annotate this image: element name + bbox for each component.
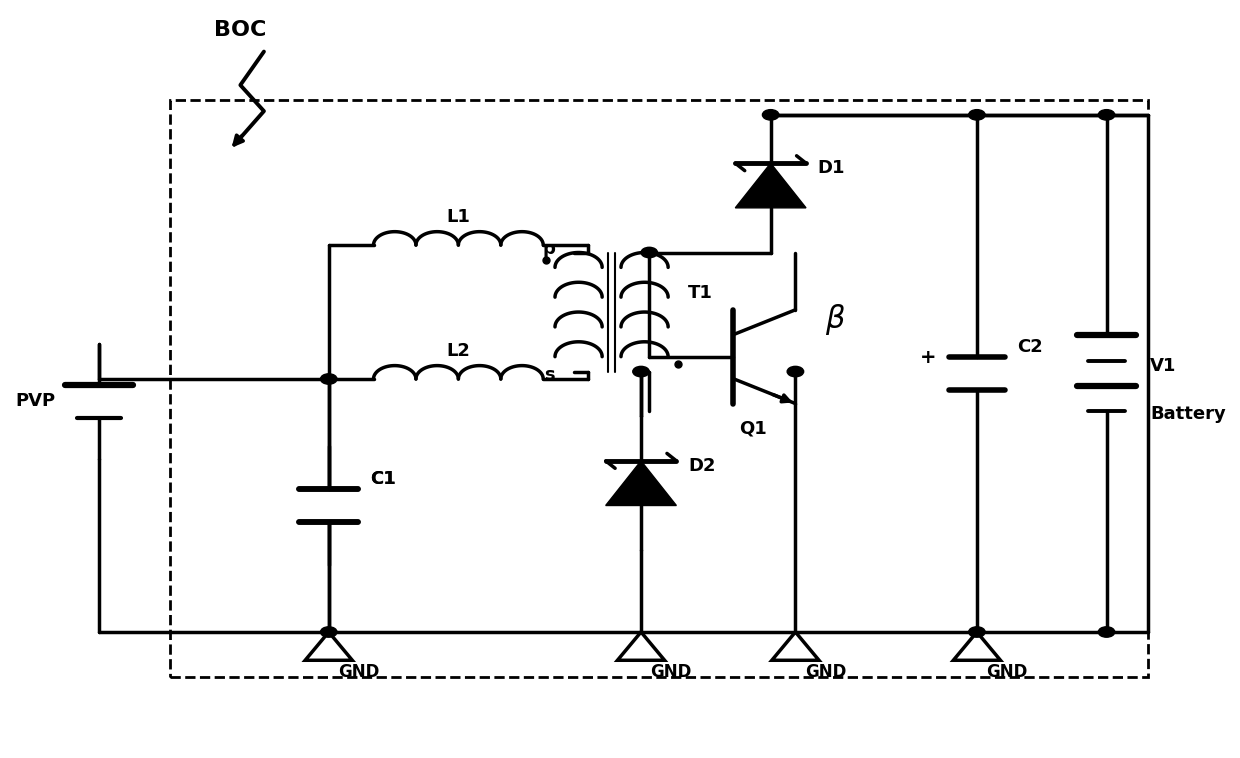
Text: GND: GND bbox=[805, 663, 846, 681]
Text: s: s bbox=[544, 366, 556, 384]
Text: p: p bbox=[542, 240, 556, 258]
Circle shape bbox=[641, 247, 657, 258]
Text: C2: C2 bbox=[1017, 337, 1043, 356]
Polygon shape bbox=[735, 163, 806, 208]
Circle shape bbox=[320, 374, 337, 384]
Text: L1: L1 bbox=[446, 208, 470, 227]
Text: BOC: BOC bbox=[215, 20, 267, 40]
Text: V1: V1 bbox=[1151, 357, 1177, 375]
Polygon shape bbox=[605, 461, 676, 506]
Text: $\beta$: $\beta$ bbox=[825, 302, 846, 337]
Text: D1: D1 bbox=[818, 159, 846, 177]
Text: C1: C1 bbox=[370, 470, 396, 487]
Text: Q1: Q1 bbox=[739, 419, 766, 437]
Text: GND: GND bbox=[986, 663, 1028, 681]
Text: GND: GND bbox=[339, 663, 379, 681]
Circle shape bbox=[763, 110, 779, 120]
Text: C1: C1 bbox=[370, 470, 396, 487]
Text: L2: L2 bbox=[446, 343, 470, 360]
Text: PVP: PVP bbox=[15, 393, 56, 410]
Text: +: + bbox=[920, 348, 937, 367]
Circle shape bbox=[968, 627, 985, 637]
Circle shape bbox=[632, 366, 650, 377]
Circle shape bbox=[1099, 627, 1115, 637]
Text: T1: T1 bbox=[688, 284, 713, 302]
Circle shape bbox=[787, 366, 804, 377]
Text: D2: D2 bbox=[688, 457, 715, 475]
Text: Battery: Battery bbox=[1151, 406, 1226, 424]
Text: GND: GND bbox=[651, 663, 692, 681]
Circle shape bbox=[968, 110, 985, 120]
Circle shape bbox=[320, 627, 337, 637]
Circle shape bbox=[1099, 110, 1115, 120]
